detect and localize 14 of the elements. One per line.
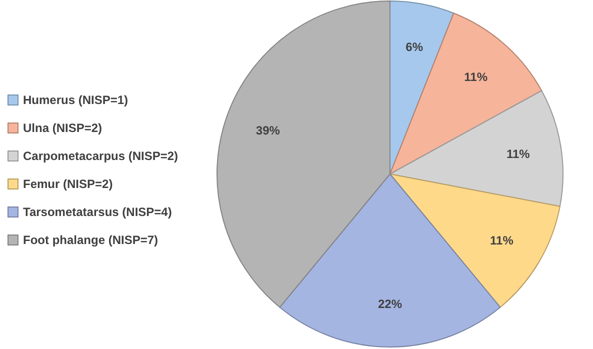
legend-label: Carpometacarpus (NISP=2) bbox=[23, 149, 178, 164]
legend-label: Femur (NISP=2) bbox=[23, 177, 113, 192]
data-label: 6% bbox=[406, 40, 424, 54]
data-label: 11% bbox=[506, 146, 530, 161]
legend-label: Humerus (NISP=1) bbox=[23, 93, 128, 108]
pie-slice bbox=[390, 90, 564, 207]
legend-label: Tarsometatarsus (NISP=4) bbox=[23, 205, 172, 220]
legend-label: Foot phalange (NISP=7) bbox=[23, 233, 158, 248]
pie-slice bbox=[390, 12, 542, 174]
data-label: 11% bbox=[490, 233, 514, 248]
legend-label: Ulna (NISP=2) bbox=[23, 121, 102, 136]
data-label: 11% bbox=[464, 70, 488, 84]
data-label: 39% bbox=[256, 123, 280, 138]
data-label: 22% bbox=[378, 296, 402, 311]
